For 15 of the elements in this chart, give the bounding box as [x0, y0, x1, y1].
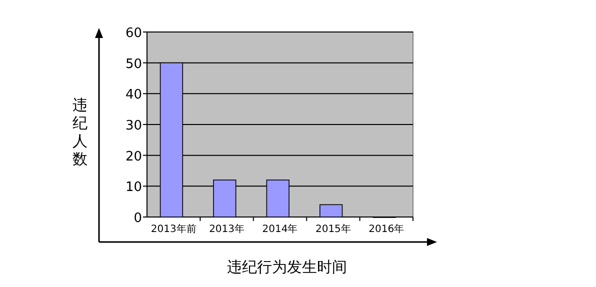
x-tick-label: 2015年	[315, 223, 351, 235]
x-tick-label: 2014年	[262, 223, 298, 235]
x-tick-label: 2013年前	[150, 223, 196, 235]
x-tick-label: 2013年	[209, 223, 245, 235]
y-tick-label: 40	[125, 88, 142, 103]
y-tick-label: 30	[125, 118, 142, 134]
x-tick-label: 2016年	[368, 223, 404, 235]
bar	[320, 204, 343, 218]
x-axis-title: 违纪行为发生时间	[227, 258, 347, 276]
y-tick-label: 0	[134, 211, 142, 226]
y-tick-label: 50	[125, 56, 142, 72]
y-axis-title: 违纪人数	[72, 96, 88, 168]
y-tick-label: 10	[125, 180, 142, 196]
y-tick-label: 60	[125, 26, 142, 41]
y-tick-label: 20	[125, 149, 142, 164]
